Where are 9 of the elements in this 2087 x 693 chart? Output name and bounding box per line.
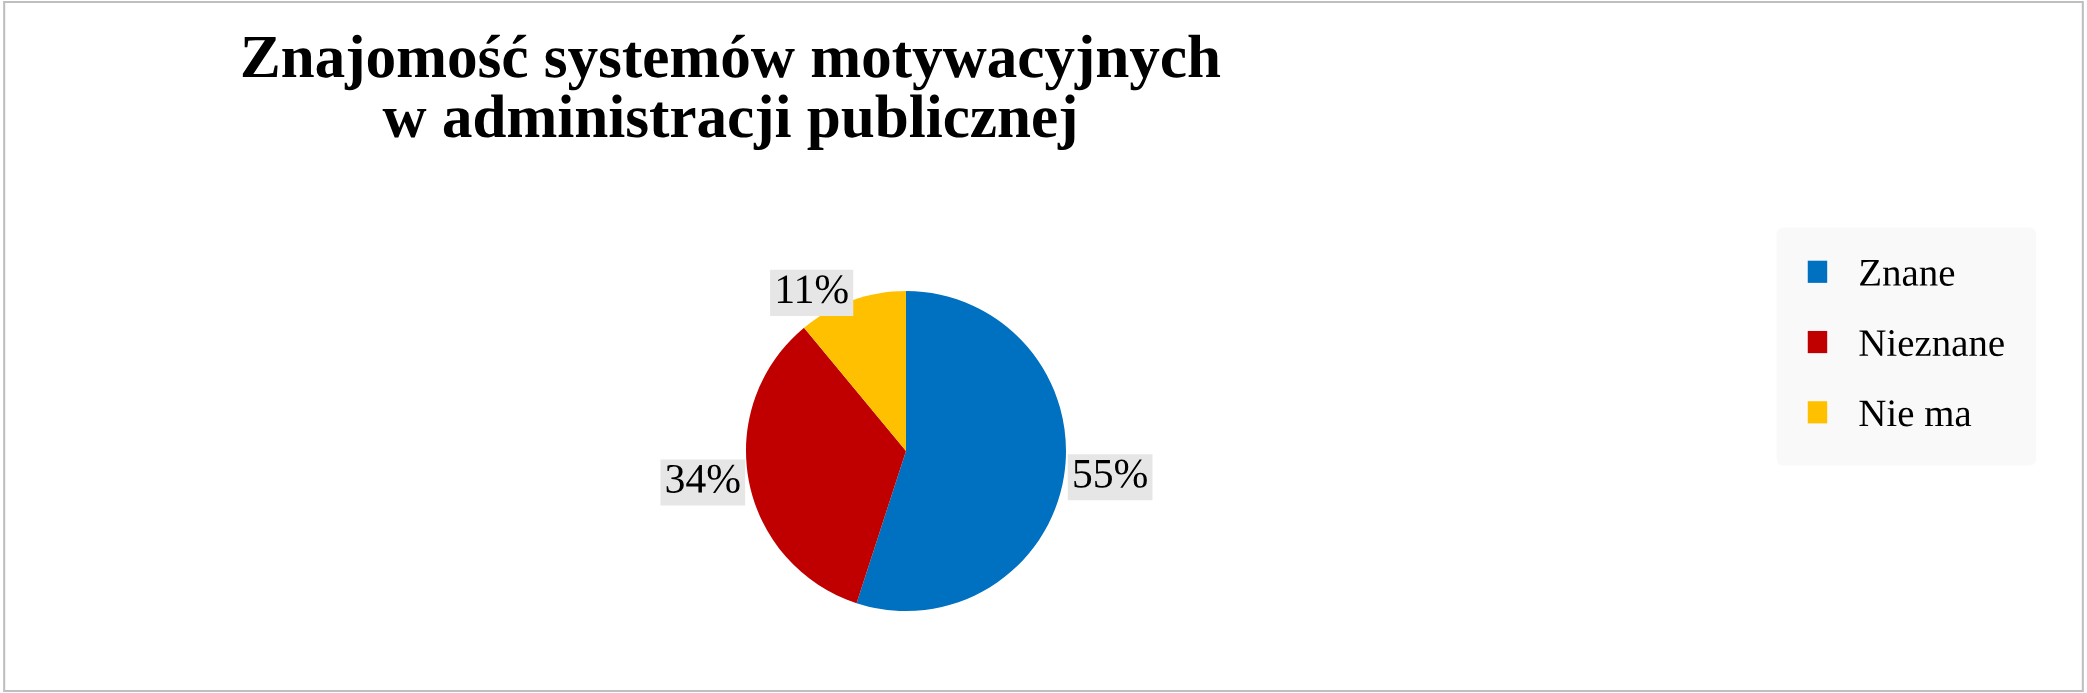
data-label: 34% bbox=[666, 464, 740, 494]
legend-label: Nie ma bbox=[1859, 400, 1972, 427]
pie-slice bbox=[856, 291, 1066, 611]
data-label: 11% bbox=[777, 275, 848, 304]
chart-title: Znajomość systemów motywacyjnych w administracji publicznej bbox=[242, 34, 1221, 150]
pie-slice bbox=[746, 327, 906, 604]
legend-label: Znane bbox=[1860, 260, 1955, 286]
data-label: 55% bbox=[1074, 459, 1147, 488]
legend-label: Nieznane bbox=[1859, 330, 2004, 357]
